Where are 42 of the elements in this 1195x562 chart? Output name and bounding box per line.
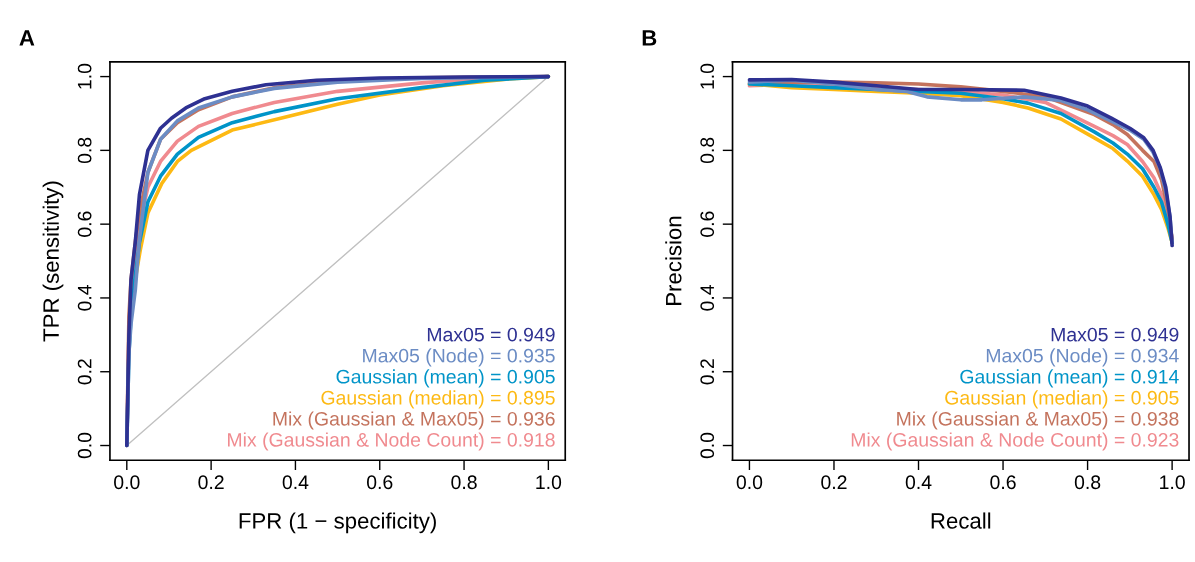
x-tick-label: 0.0 — [114, 475, 140, 490]
text: Mix (Gaussian & Max05) = 0.938 — [897, 411, 1179, 430]
y-tick-label: 0.8 — [77, 137, 92, 164]
text: Mix (Gaussian & Max05) = 0.936 — [273, 411, 555, 430]
x-axis-title: Recall — [931, 512, 991, 529]
x-tick-label: 0.8 — [1074, 475, 1101, 490]
text: Max05 (Node) = 0.935 — [363, 348, 555, 367]
y-tick-label: 0.2 — [77, 359, 92, 385]
chart-title: A — [19, 30, 35, 46]
text: Gaussian (mean) = 0.914 — [960, 369, 1179, 388]
x-axis-title: FPR (1 − specificity) — [239, 512, 436, 534]
y-axis-title: Precision — [665, 216, 682, 305]
x-tick-label: 0.0 — [736, 475, 763, 490]
x-tick-label: 0.8 — [451, 475, 477, 490]
text: Mix (Gaussian & Node Count) = 0.923 — [851, 432, 1179, 451]
x-tick-label: 0.4 — [282, 475, 309, 490]
text: Max05 = 0.949 — [1051, 327, 1179, 342]
text: Max05 (Node) = 0.934 — [986, 348, 1179, 367]
x-tick-label: 0.2 — [821, 475, 847, 490]
x-tick-label: 0.6 — [990, 475, 1016, 490]
y-tick-label: 1.0 — [700, 63, 715, 89]
text: Gaussian (median) = 0.905 — [945, 390, 1179, 409]
text: Gaussian (mean) = 0.905 — [336, 369, 555, 388]
chart-title: B — [642, 30, 657, 46]
x-tick-label: 0.2 — [198, 475, 224, 490]
y-tick-label: 0.0 — [700, 432, 715, 459]
y-tick-label: 0.6 — [77, 211, 92, 237]
y-axis-title: TPR (sensitivity) — [42, 181, 64, 342]
text: Max05 = 0.949 — [427, 327, 555, 342]
y-tick-label: 0.2 — [700, 359, 715, 385]
y-tick-label: 1.0 — [77, 63, 92, 89]
text: Gaussian (median) = 0.895 — [321, 390, 555, 409]
x-tick-label: 1.0 — [1160, 475, 1185, 490]
y-tick-label: 0.6 — [700, 211, 715, 237]
x-tick-label: 0.6 — [366, 475, 393, 490]
y-tick-label: 0.4 — [77, 285, 92, 311]
x-tick-label: 1.0 — [536, 475, 562, 490]
y-tick-label: 0.0 — [77, 432, 92, 459]
y-tick-label: 0.8 — [700, 137, 715, 164]
text: Mix (Gaussian & Node Count) = 0.918 — [228, 432, 555, 451]
y-tick-label: 0.4 — [700, 285, 715, 311]
x-tick-label: 0.4 — [905, 475, 932, 490]
